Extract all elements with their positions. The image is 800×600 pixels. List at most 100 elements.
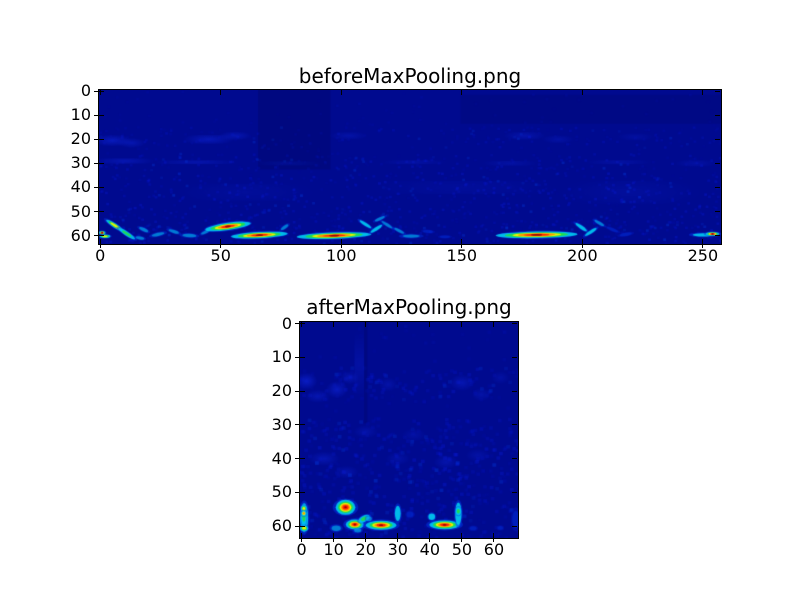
x-tick-mark	[461, 239, 463, 244]
y-tick-mark	[512, 390, 517, 392]
x-tick-mark	[397, 538, 399, 542]
y-tick-mark	[300, 356, 305, 358]
y-tick-label: 10	[70, 105, 91, 125]
x-tick-label: 200	[567, 246, 598, 265]
y-tick-label: 60	[271, 516, 292, 536]
x-tick-mark	[301, 533, 303, 538]
x-tick-mark	[461, 90, 463, 95]
x-tick-mark	[301, 322, 303, 327]
x-tick-mark	[429, 322, 431, 327]
y-tick-mark	[300, 458, 305, 460]
x-tick-mark	[365, 533, 367, 538]
y-tick-label: 10	[271, 347, 292, 367]
y-tick-mark	[512, 356, 517, 358]
y-tick-label: 50	[70, 201, 91, 221]
x-tick-label: 30	[387, 540, 408, 559]
y-tick-mark	[99, 162, 104, 164]
after-axes	[299, 321, 519, 539]
x-tick-mark	[340, 90, 342, 95]
x-tick-mark	[493, 538, 495, 542]
x-tick-mark	[581, 244, 583, 248]
y-tick-label: 30	[271, 414, 292, 434]
after-chart-title: afterMaxPooling.png	[306, 295, 512, 319]
x-tick-mark	[461, 538, 463, 542]
x-tick-label: 150	[446, 246, 478, 265]
x-tick-mark	[581, 239, 583, 244]
y-tick-mark	[715, 138, 720, 140]
x-tick-label: 100	[326, 246, 357, 265]
x-tick-label: 50	[210, 246, 231, 265]
y-tick-mark	[295, 323, 300, 325]
y-tick-label: 60	[70, 225, 91, 245]
y-tick-mark	[300, 424, 305, 426]
y-tick-mark	[295, 390, 300, 392]
y-tick-mark	[99, 114, 104, 116]
x-tick-label: 20	[355, 540, 376, 559]
y-tick-label: 20	[70, 129, 91, 149]
x-tick-mark	[99, 244, 101, 248]
after-heatmap-canvas	[300, 322, 518, 538]
x-tick-mark	[397, 533, 399, 538]
y-tick-mark	[715, 114, 720, 116]
x-tick-mark	[340, 244, 342, 248]
y-tick-mark	[715, 211, 720, 213]
x-tick-mark	[99, 90, 101, 95]
y-tick-mark	[300, 491, 305, 493]
y-tick-mark	[715, 235, 720, 237]
y-tick-label: 0	[80, 81, 91, 101]
x-tick-mark	[461, 322, 463, 327]
y-tick-label: 40	[271, 448, 292, 468]
y-tick-mark	[94, 90, 99, 92]
y-tick-mark	[295, 356, 300, 358]
y-tick-mark	[512, 525, 517, 527]
y-tick-mark	[300, 323, 305, 325]
y-tick-mark	[512, 491, 517, 493]
before-heatmap-canvas	[99, 90, 721, 244]
y-tick-mark	[94, 211, 99, 213]
x-tick-mark	[99, 239, 101, 244]
y-tick-label: 50	[271, 482, 292, 502]
y-tick-mark	[94, 235, 99, 237]
y-tick-mark	[99, 186, 104, 188]
x-tick-label: 0	[95, 246, 106, 265]
x-tick-mark	[702, 90, 704, 95]
x-tick-mark	[365, 538, 367, 542]
x-tick-mark	[333, 533, 335, 538]
y-tick-mark	[94, 138, 99, 140]
x-tick-mark	[333, 322, 335, 327]
x-tick-mark	[493, 322, 495, 327]
y-tick-mark	[99, 90, 104, 92]
y-tick-mark	[99, 211, 104, 213]
y-tick-mark	[94, 186, 99, 188]
y-tick-mark	[300, 525, 305, 527]
x-tick-label: 0	[296, 540, 307, 559]
x-tick-mark	[220, 239, 222, 244]
x-tick-mark	[702, 239, 704, 244]
y-tick-label: 30	[70, 153, 91, 173]
x-tick-mark	[301, 538, 303, 542]
y-tick-mark	[715, 186, 720, 188]
y-tick-label: 20	[271, 381, 292, 401]
x-tick-mark	[340, 239, 342, 244]
x-tick-label: 40	[419, 540, 440, 559]
x-tick-mark	[220, 244, 222, 248]
y-tick-label: 0	[281, 313, 292, 333]
y-tick-label: 40	[70, 177, 91, 197]
y-tick-mark	[300, 390, 305, 392]
x-tick-mark	[461, 533, 463, 538]
x-tick-mark	[461, 244, 463, 248]
before-chart-title: beforeMaxPooling.png	[298, 64, 522, 88]
x-tick-mark	[333, 538, 335, 542]
x-tick-label: 10	[323, 540, 344, 559]
x-tick-mark	[702, 244, 704, 248]
x-tick-label: 250	[687, 246, 719, 265]
y-tick-mark	[512, 424, 517, 426]
y-tick-mark	[94, 162, 99, 164]
y-tick-mark	[295, 424, 300, 426]
y-tick-mark	[715, 162, 720, 164]
x-tick-mark	[493, 533, 495, 538]
x-tick-mark	[429, 538, 431, 542]
y-tick-mark	[99, 235, 104, 237]
y-tick-mark	[94, 114, 99, 116]
